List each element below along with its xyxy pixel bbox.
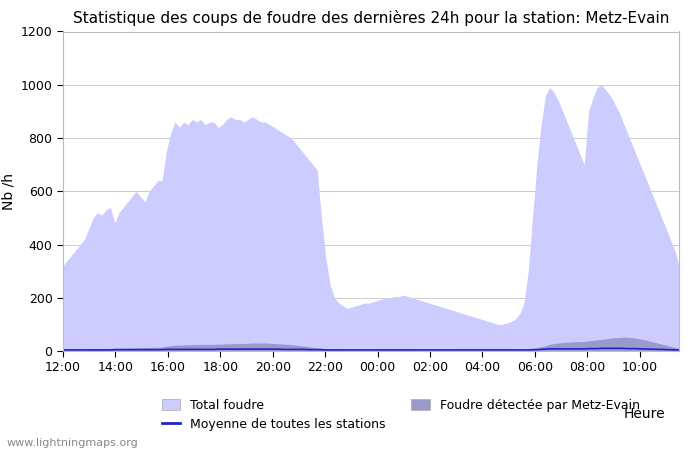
Text: www.lightningmaps.org: www.lightningmaps.org xyxy=(7,438,139,448)
Y-axis label: Nb /h: Nb /h xyxy=(1,173,15,210)
Text: Heure: Heure xyxy=(624,407,665,421)
Legend: Total foudre, Moyenne de toutes les stations, Foudre détectée par Metz-Evain: Total foudre, Moyenne de toutes les stat… xyxy=(162,399,640,431)
Title: Statistique des coups de foudre des dernières 24h pour la station: Metz-Evain: Statistique des coups de foudre des dern… xyxy=(73,10,669,26)
